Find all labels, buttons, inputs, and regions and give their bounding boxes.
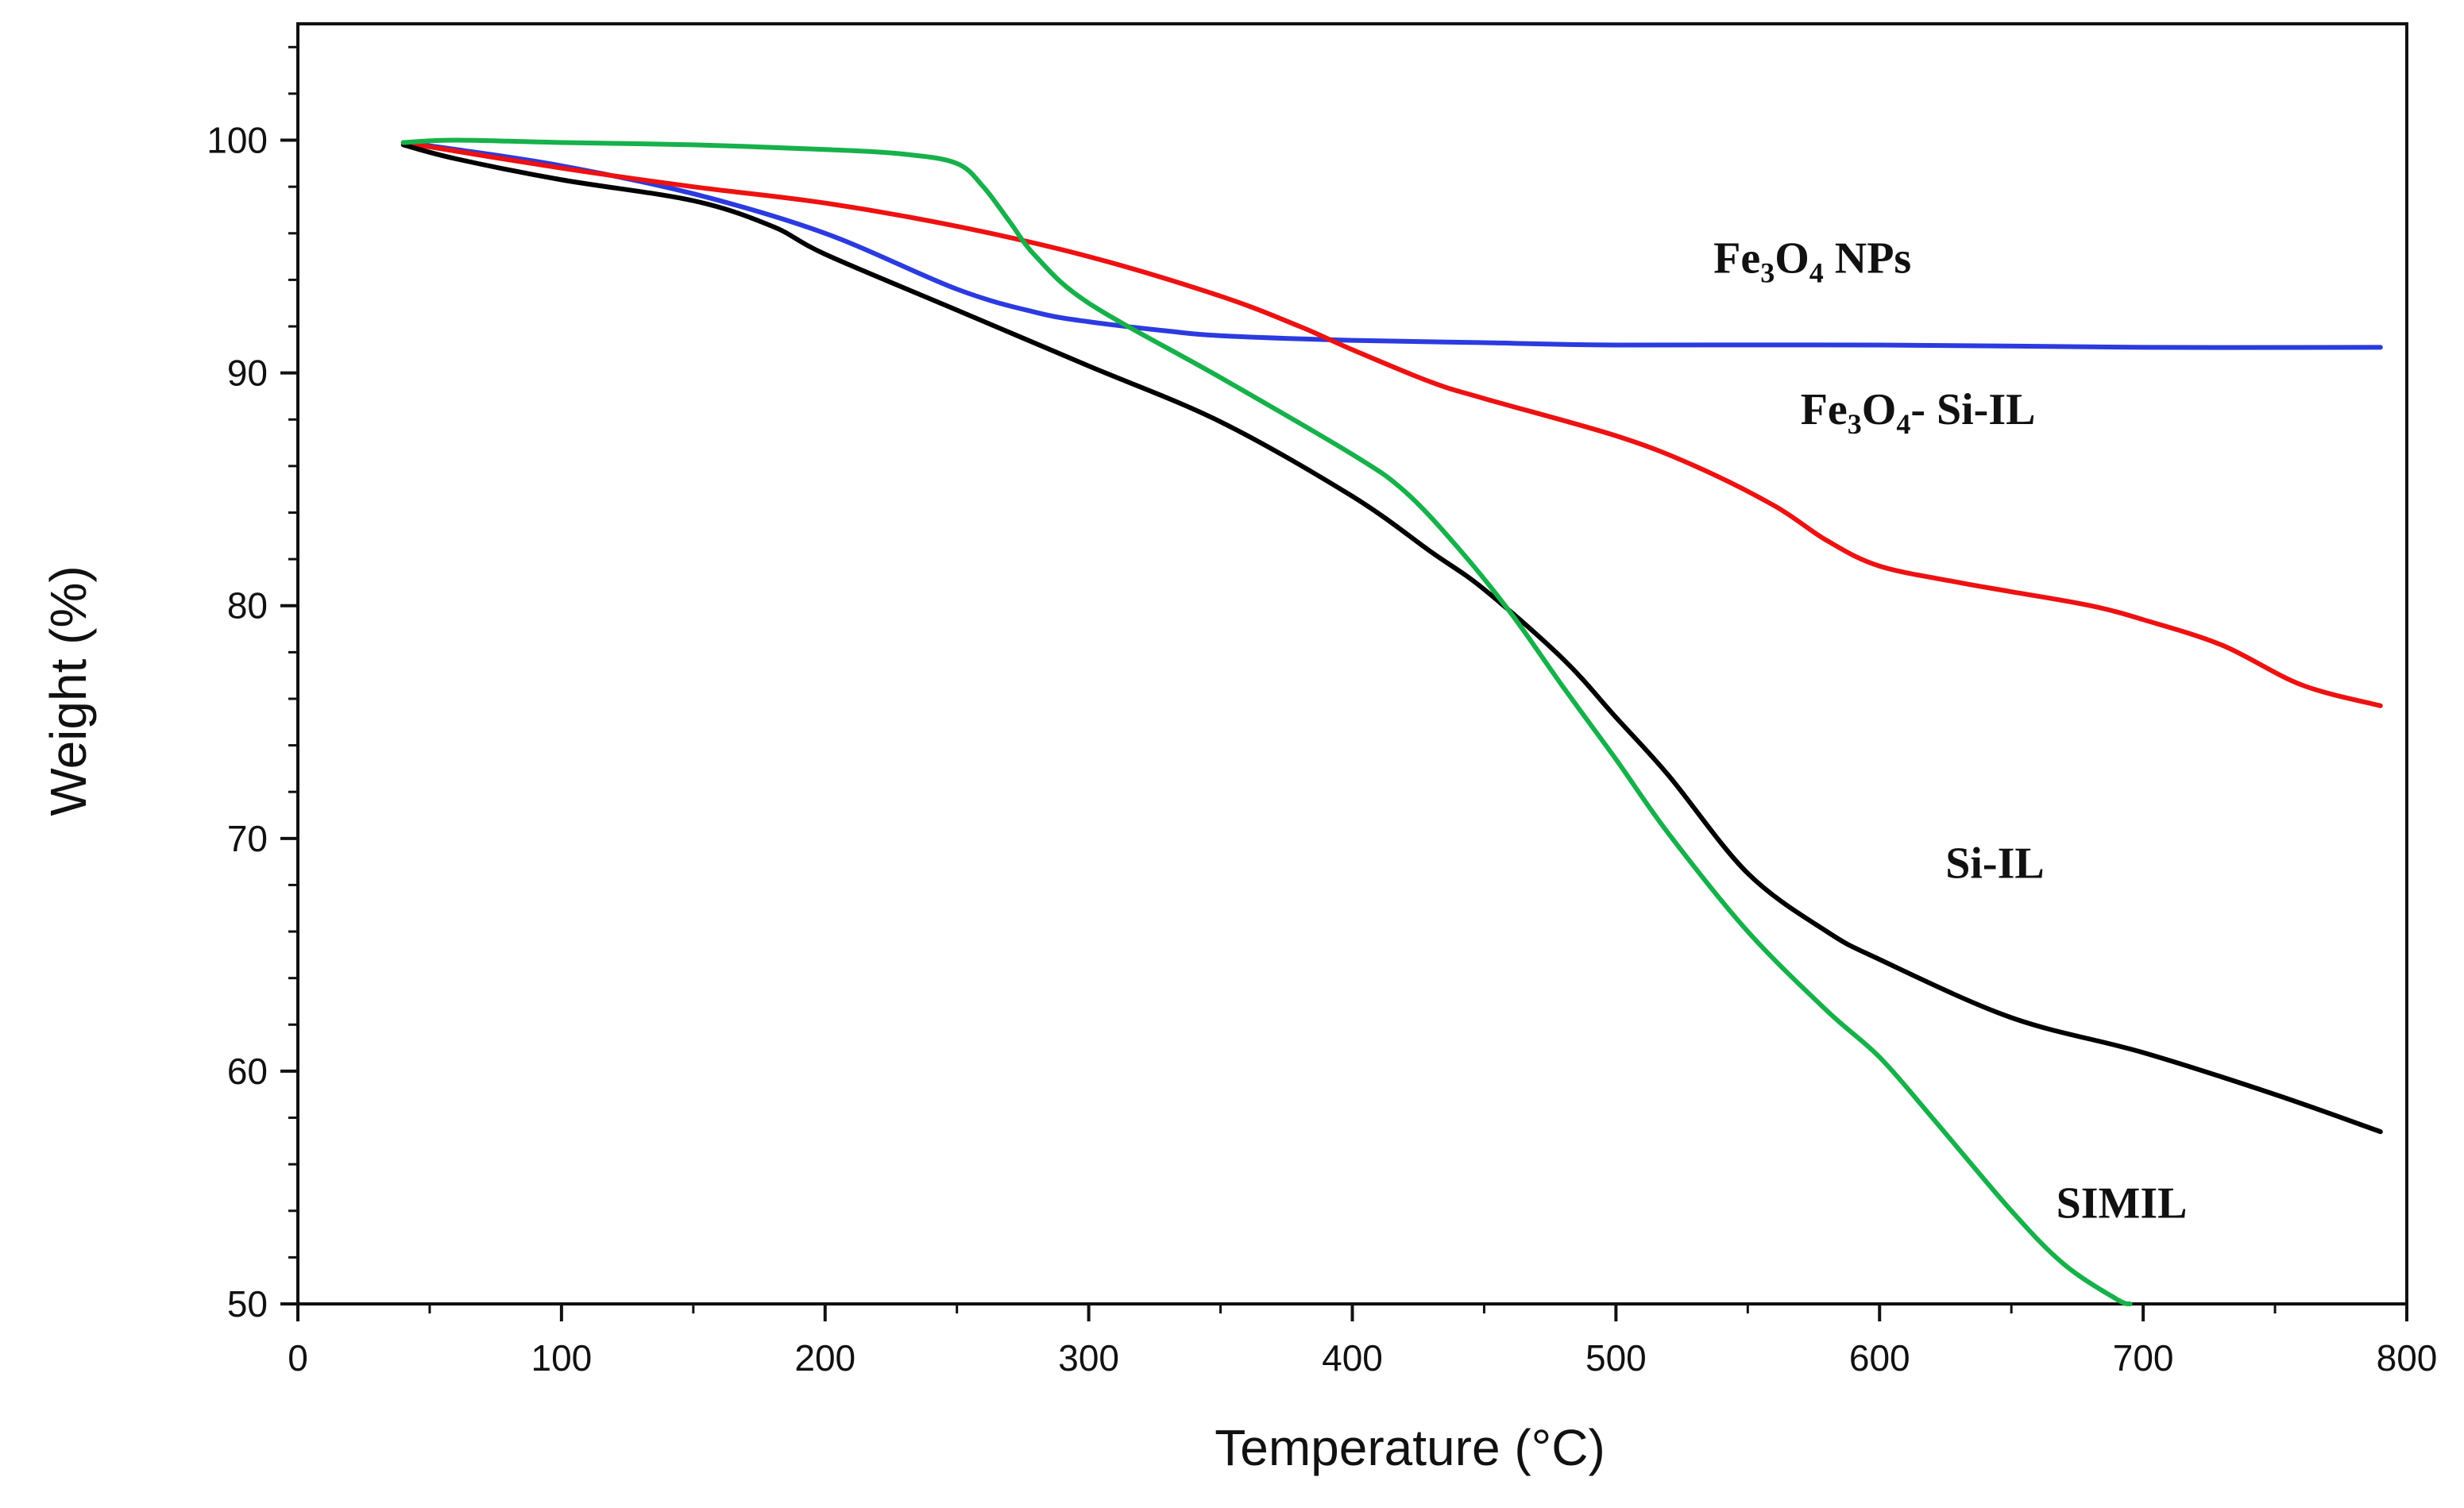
x-axis-title: Temperature (°C) (1215, 1419, 1605, 1476)
series-annotation: Si-IL (1945, 839, 2045, 889)
series-annotation: SIMIL (2057, 1179, 2188, 1228)
y-tick-label: 70 (227, 818, 268, 859)
y-tick-label: 100 (207, 120, 268, 161)
series-layer (400, 137, 2383, 1306)
series-line-si-il (400, 142, 2383, 1135)
y-tick-label: 50 (227, 1283, 268, 1325)
x-tick-label: 700 (2113, 1337, 2174, 1379)
series-line-simil (400, 137, 2133, 1306)
x-tick-label: 100 (531, 1337, 593, 1379)
axes: 0 100 200 300 400 500 600 700 800 50 60 70 80 90 100 (207, 22, 2438, 1379)
series-annotation: Fe3O4 NPs (1713, 234, 1911, 289)
x-tick-label: 500 (1585, 1337, 1647, 1379)
series-annotation: Fe3O4- Si-IL (1801, 385, 2036, 440)
x-tick-label: 300 (1058, 1337, 1119, 1379)
y-tick-label: 80 (227, 585, 268, 627)
x-tick-label: 0 (288, 1337, 308, 1379)
x-tick-label: 600 (1849, 1337, 1910, 1379)
y-tick-label: 90 (227, 353, 268, 394)
y-tick-label: 60 (227, 1051, 268, 1092)
x-tick-label: 800 (2377, 1337, 2438, 1379)
annotation-layer: Fe3O4 NPs Fe3O4- Si-IL Si-IL SIMIL (1713, 234, 2187, 1228)
series-line-fe3o4-nps (400, 140, 2383, 350)
x-tick-label: 200 (794, 1337, 855, 1379)
series-line-fe3o4-si-il (400, 140, 2383, 708)
y-axis-title: Weight (%) (40, 565, 97, 816)
x-tick-label: 400 (1322, 1337, 1383, 1379)
